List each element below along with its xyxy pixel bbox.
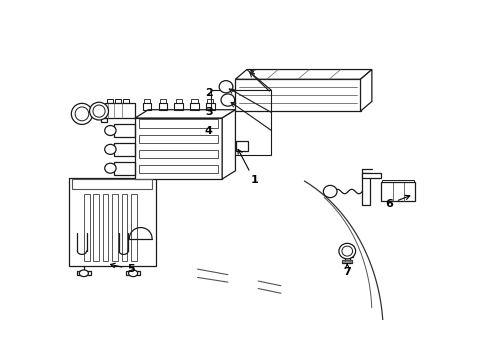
Bar [107, 99, 113, 103]
Bar [114, 143, 135, 156]
Ellipse shape [104, 126, 116, 135]
Bar [325, 189, 334, 194]
Bar [126, 271, 140, 275]
Bar [342, 260, 351, 263]
Ellipse shape [71, 103, 92, 125]
Ellipse shape [79, 270, 88, 276]
Bar [72, 179, 152, 189]
Bar [114, 162, 135, 175]
Bar [382, 180, 413, 183]
Bar [210, 90, 271, 156]
Polygon shape [235, 69, 371, 79]
Ellipse shape [341, 246, 352, 256]
Polygon shape [135, 110, 235, 118]
Ellipse shape [323, 185, 336, 198]
Ellipse shape [128, 270, 138, 276]
Bar [143, 99, 149, 103]
Bar [122, 99, 128, 103]
Bar [112, 194, 118, 261]
Bar [159, 99, 165, 103]
Ellipse shape [338, 243, 355, 259]
Bar [341, 251, 352, 257]
Ellipse shape [104, 144, 116, 154]
Text: 2: 2 [204, 88, 212, 98]
Ellipse shape [89, 102, 108, 120]
Bar [174, 103, 183, 110]
Bar [115, 99, 121, 103]
Bar [158, 103, 166, 110]
Text: 3: 3 [204, 108, 212, 117]
Polygon shape [222, 110, 235, 179]
Ellipse shape [93, 105, 105, 117]
Text: 1: 1 [238, 149, 258, 185]
Bar [139, 120, 218, 128]
Bar [142, 103, 151, 110]
Bar [102, 194, 108, 261]
Bar [139, 165, 218, 174]
Bar [84, 194, 89, 261]
Text: 6: 6 [384, 195, 409, 209]
Ellipse shape [219, 81, 232, 93]
Bar [114, 124, 135, 137]
Polygon shape [68, 177, 156, 266]
Polygon shape [235, 79, 360, 111]
Text: 5: 5 [110, 263, 135, 274]
Bar [222, 84, 231, 89]
Ellipse shape [104, 163, 116, 173]
Bar [206, 103, 214, 110]
Bar [131, 194, 137, 261]
Bar [122, 194, 127, 261]
Text: 4: 4 [204, 126, 212, 135]
Bar [77, 271, 90, 275]
Bar [175, 99, 181, 103]
Bar [139, 135, 218, 143]
Bar [93, 194, 99, 261]
Ellipse shape [75, 107, 89, 121]
Polygon shape [362, 174, 381, 177]
Polygon shape [101, 118, 106, 122]
Polygon shape [360, 69, 371, 111]
Bar [190, 103, 198, 110]
Bar [381, 182, 415, 201]
Polygon shape [362, 174, 369, 205]
Bar [104, 103, 135, 118]
Ellipse shape [221, 94, 234, 106]
Polygon shape [135, 118, 222, 179]
Bar [191, 99, 197, 103]
Text: 7: 7 [343, 264, 350, 277]
Bar [139, 150, 218, 158]
Bar [236, 141, 248, 151]
Bar [207, 99, 213, 103]
Bar [223, 97, 232, 102]
